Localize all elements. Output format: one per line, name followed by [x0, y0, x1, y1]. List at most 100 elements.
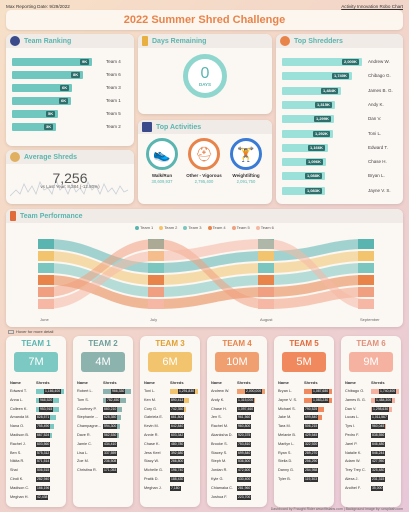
team-member-row[interactable]: Madison C. 166,196 — [10, 485, 62, 491]
performance-block[interactable] — [148, 299, 164, 309]
team-member-row[interactable]: Rachel J. 603,560 — [10, 441, 62, 447]
team-member-row[interactable]: Edward T. 1,166,400 — [10, 388, 64, 394]
legend-item[interactable]: Team 2 — [159, 225, 177, 230]
shreds-column-header[interactable]: Shreds — [304, 380, 318, 385]
team-member-row[interactable]: Adam W. 427,950 — [345, 458, 397, 465]
team-member-row[interactable]: Courtney P. 660,210 — [77, 406, 129, 412]
team-member-row[interactable]: Christina R. 171,053 — [77, 467, 129, 474]
team-member-row[interactable]: Dave R. 562,530 — [77, 432, 129, 438]
team-member-row[interactable]: Joshua F. 223,700 — [211, 494, 263, 500]
legend-item[interactable]: Team 6 — [255, 225, 274, 230]
team-member-row[interactable]: Pedro F. 838,550 — [345, 432, 397, 438]
team-member-row[interactable]: Stacey S. 699,840 — [211, 450, 263, 456]
performance-block[interactable] — [148, 263, 164, 273]
team-member-row[interactable]: Toni L. 1,291,830 — [144, 388, 198, 394]
team-member-row[interactable]: Michelle G. 196,740 — [144, 467, 196, 474]
team-member-row[interactable]: Meghan J. 7,180 — [144, 485, 196, 491]
performance-ribbon[interactable] — [46, 251, 366, 285]
top-shredder-row[interactable]: 1,292K Toni L. — [282, 129, 400, 138]
team-member-row[interactable]: Nana O. 755,490 — [10, 423, 62, 430]
performance-block[interactable] — [358, 275, 374, 285]
team-member-row[interactable]: Tyrs I. 960,045 — [345, 423, 397, 430]
team-member-row[interactable]: Andhel F. 35,000 — [345, 485, 397, 491]
shreds-column-header[interactable]: Shreds — [36, 380, 50, 385]
performance-block[interactable] — [358, 251, 374, 261]
top-shredder-row[interactable]: 1,083K Jayne V. S. — [282, 186, 400, 195]
performance-block[interactable] — [358, 287, 374, 297]
team-ranking-row[interactable]: 6K Team 3 — [12, 84, 132, 92]
team-member-row[interactable]: Kyle G. 430,400 — [211, 476, 263, 482]
team-member-row[interactable]: Lucas L. 1,011,567 — [345, 414, 397, 421]
team-member-row[interactable]: Jen S. 961,560 — [211, 414, 263, 421]
team-member-row[interactable]: Madison B. 667,524 — [10, 432, 62, 438]
performance-ribbon[interactable] — [46, 275, 366, 309]
team-member-row[interactable]: Champagne... 594,300 — [77, 423, 129, 430]
performance-block[interactable] — [258, 275, 274, 285]
performance-block[interactable] — [38, 299, 54, 309]
team-member-row[interactable]: Jarel P. 646,480 — [345, 441, 397, 447]
team-member-row[interactable]: Zoe M. 236,508 — [77, 458, 129, 465]
legend-item[interactable]: Team 5 — [231, 225, 250, 230]
team-member-row[interactable]: Dan V. 1,298,630 — [345, 406, 397, 412]
team-member-row[interactable]: Chase K. 480,780 — [144, 441, 196, 447]
performance-block[interactable] — [358, 263, 374, 273]
team-ranking-row[interactable]: 5K Team 5 — [12, 110, 132, 118]
team-member-row[interactable]: Cory G. 742,350 — [144, 406, 196, 412]
team-member-row[interactable]: Gabriela E. 661,800 — [144, 414, 196, 421]
performance-ribbon[interactable] — [46, 239, 366, 309]
team-member-row[interactable]: Ken M. 890,413 — [144, 397, 196, 403]
name-column-header[interactable]: Name — [144, 380, 155, 385]
shreds-column-header[interactable]: Shreds — [103, 380, 117, 385]
team-member-row[interactable]: Lisa L. 337,559 — [77, 450, 129, 456]
activity-item[interactable]: 🏋 Weightlifting 2,091,750 — [228, 138, 264, 184]
team-member-row[interactable]: Jordan R. 472,600 — [211, 467, 263, 474]
performance-ribbon[interactable] — [46, 263, 366, 297]
team-member-row[interactable]: Rachel M. 960,800 — [211, 423, 263, 430]
performance-block[interactable] — [38, 287, 54, 297]
top-shredder-row[interactable]: 1,299K Dan V. — [282, 115, 400, 124]
team-member-row[interactable]: Alexa J. 231,315 — [345, 476, 397, 482]
top-shredder-row[interactable]: 1,088K Bryan L. — [282, 172, 400, 181]
team-member-row[interactable]: Jess Keel 392,680 — [144, 450, 196, 456]
team-member-row[interactable]: Colleen K. 953,915 — [10, 406, 62, 412]
performance-block[interactable] — [38, 239, 54, 249]
team-member-row[interactable]: Chibago O. 1,740,400 — [345, 388, 399, 394]
team-member-row[interactable]: Marilyn L. 322,920 — [278, 441, 330, 447]
team-member-row[interactable]: Tyler B. 119,303 — [278, 476, 330, 482]
team-ranking-row[interactable]: 9K Team 4 — [12, 58, 132, 66]
team-member-row[interactable]: Meghan H. 42,438 — [10, 494, 62, 500]
legend-item[interactable]: Team 1 — [135, 225, 153, 230]
team-member-row[interactable]: Tara M. 506,215 — [278, 423, 330, 430]
team-member-row[interactable]: Natalie K. 546,244 — [345, 450, 397, 456]
team-member-row[interactable]: Melanie B. 429,545 — [278, 432, 330, 438]
name-column-header[interactable]: Name — [211, 380, 222, 385]
team-member-row[interactable]: Jamie C. 434,410 — [77, 441, 129, 447]
name-column-header[interactable]: Name — [278, 380, 289, 385]
team-member-row[interactable]: Kevin M. 642,840 — [144, 423, 196, 430]
shreds-column-header[interactable]: Shreds — [371, 380, 385, 385]
hover-note[interactable]: Hover for more detail — [8, 329, 53, 334]
team-member-row[interactable]: Andrew W. 2,000,000 — [211, 388, 265, 394]
team-member-row[interactable]: Steph M. 536,500 — [211, 458, 263, 465]
name-column-header[interactable]: Name — [10, 380, 21, 385]
team-member-row[interactable]: Stella D. 256,290 — [278, 458, 330, 465]
performance-block[interactable] — [148, 275, 164, 285]
top-shredder-row[interactable]: 1,096K Chase H. — [282, 158, 400, 167]
team-member-row[interactable]: Chiamaka C. 281,960 — [211, 485, 263, 491]
team-ranking-row[interactable]: 8K Team 6 — [12, 71, 132, 79]
robo-chart-link[interactable]: Activity Innovation Robo Chart — [341, 4, 403, 9]
top-shredder-row[interactable]: 1,315K Andy K. — [282, 100, 400, 109]
legend-item[interactable]: Team 3 — [183, 225, 202, 230]
performance-block[interactable] — [148, 287, 164, 297]
top-shredder-row[interactable]: 1,166K Edward T. — [282, 143, 400, 152]
team-member-row[interactable]: Cindi K. 282,940 — [10, 476, 62, 482]
performance-block[interactable] — [358, 299, 374, 309]
team-member-row[interactable]: Chase H. 1,097,460 — [211, 406, 263, 412]
performance-block[interactable] — [358, 239, 374, 249]
team-member-row[interactable]: James B. G. 1,484,300 — [345, 397, 397, 403]
team-member-row[interactable]: Brooke S. 753,810 — [211, 441, 263, 447]
team-member-row[interactable]: Annie R. 603,342 — [144, 432, 196, 438]
legend-item[interactable]: Team 4 — [207, 225, 226, 230]
shreds-column-header[interactable]: Shreds — [170, 380, 184, 385]
performance-block[interactable] — [258, 251, 274, 261]
